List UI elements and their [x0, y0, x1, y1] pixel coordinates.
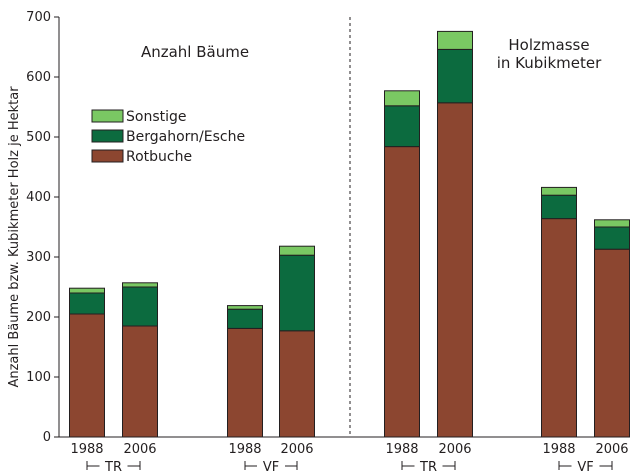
bar-segment-bergahorn-esche-2 — [227, 308, 263, 329]
bar-segment-rotbuche-6 — [541, 218, 577, 438]
bars-layer — [69, 30, 630, 438]
legend-label: Rotbuche — [126, 149, 192, 165]
bar-segment-rotbuche-5 — [437, 102, 473, 438]
bar-segment-sonstige-4 — [384, 90, 420, 107]
panel-title-trees: Anzahl Bäume — [141, 43, 249, 61]
bar-segment-bergahorn-esche-1 — [122, 286, 158, 327]
x-tick-label: 1988 — [70, 442, 103, 457]
bar-segment-bergahorn-esche-5 — [437, 48, 473, 104]
group-label: TR — [419, 460, 437, 472]
bar-segment-rotbuche-3 — [279, 330, 315, 438]
x-tick-label: 2006 — [280, 442, 313, 457]
bar-segment-rotbuche-4 — [384, 146, 420, 438]
y-tick-label: 300 — [26, 250, 51, 265]
bar-segment-bergahorn-esche-0 — [69, 292, 105, 315]
y-tick-label: 600 — [26, 70, 51, 85]
bar-segment-rotbuche-7 — [594, 248, 630, 438]
bar-segment-sonstige-2 — [227, 305, 263, 310]
y-axis-label: Anzahl Bäume bzw. Kubikmeter Holz je Hek… — [7, 86, 22, 388]
y-tick-label: 400 — [26, 190, 51, 205]
panel-title-volume-line2: in Kubikmeter — [497, 54, 602, 72]
legend-swatch — [91, 149, 124, 163]
legend: Sonstige Bergahorn/Esche Rotbuche — [91, 109, 245, 165]
legend-label: Sonstige — [126, 109, 187, 125]
bar-segment-sonstige-6 — [541, 186, 577, 196]
bar-segment-bergahorn-esche-7 — [594, 226, 630, 250]
y-tick-label: 0 — [43, 430, 51, 445]
y-tick-label: 700 — [26, 10, 51, 25]
panel-title-volume-line1: Holzmasse — [508, 36, 589, 54]
group-label: TR — [104, 460, 122, 472]
group-label: VF — [577, 460, 593, 472]
axes-layer: 0 100 200 300 400 500 600 700 1988 2006 1988 2006 19… — [26, 10, 630, 472]
legend-label: Bergahorn/Esche — [126, 129, 245, 145]
y-tick-label: 500 — [26, 130, 51, 145]
bar-segment-sonstige-3 — [279, 245, 315, 256]
legend-swatch — [91, 109, 124, 123]
x-tick-label: 2006 — [595, 442, 628, 457]
bar-segment-sonstige-7 — [594, 219, 630, 228]
y-tick-label: 100 — [26, 370, 51, 385]
bar-segment-sonstige-5 — [437, 30, 473, 50]
legend-swatch — [91, 129, 124, 143]
x-tick-label: 2006 — [123, 442, 156, 457]
bar-segment-bergahorn-esche-6 — [541, 194, 577, 220]
x-tick-label: 1988 — [228, 442, 261, 457]
bar-segment-rotbuche-2 — [227, 327, 263, 438]
group-label: VF — [263, 460, 279, 472]
bar-segment-sonstige-0 — [69, 287, 105, 294]
x-tick-label: 1988 — [542, 442, 575, 457]
y-tick-label: 200 — [26, 310, 51, 325]
bar-segment-rotbuche-0 — [69, 313, 105, 438]
bar-segment-sonstige-1 — [122, 282, 158, 288]
bar-segment-bergahorn-esche-4 — [384, 105, 420, 148]
bar-segment-bergahorn-esche-3 — [279, 254, 315, 332]
x-tick-label: 1988 — [385, 442, 418, 457]
x-tick-label: 2006 — [438, 442, 471, 457]
bar-segment-rotbuche-1 — [122, 325, 158, 438]
